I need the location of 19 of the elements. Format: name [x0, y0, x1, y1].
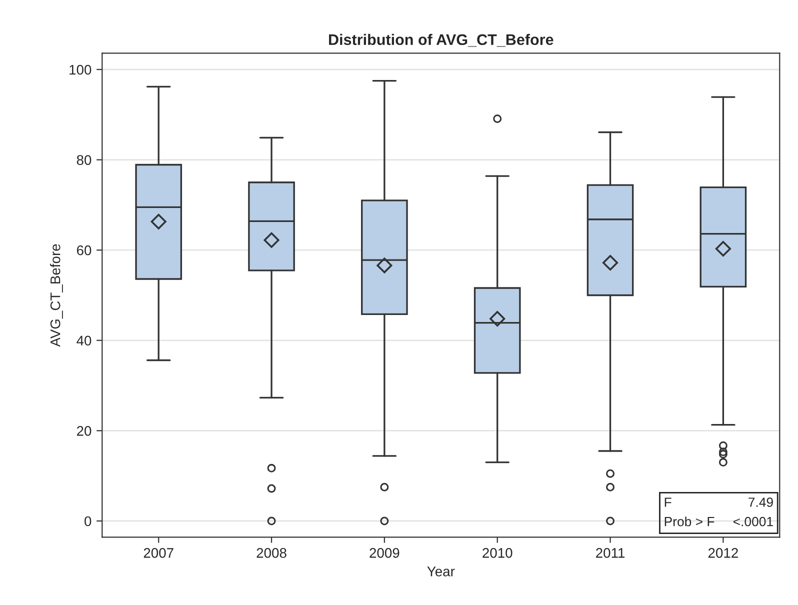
x-tick-label: 2008	[256, 548, 286, 558]
text: Prob > F	[664, 516, 714, 526]
text: 7.49	[748, 498, 773, 507]
y-tick-label: 20	[76, 426, 92, 436]
x-tick-label: 2007	[144, 548, 174, 558]
y-tick-label: 40	[76, 336, 92, 346]
x-tick-label: 2010	[482, 548, 512, 558]
x-tick-label: 2011	[596, 548, 625, 558]
text: F	[664, 498, 672, 507]
x-tick-label: 2012	[708, 548, 738, 558]
y-tick-label: 100	[70, 64, 92, 75]
y-axis-title: AVG_CT_Before	[50, 244, 63, 347]
chart-title: Distribution of AVG_CT_Before	[329, 34, 554, 47]
x-tick-label: 2009	[370, 548, 400, 558]
x-axis-title: Year	[427, 566, 455, 576]
text: <.0001	[733, 516, 773, 526]
y-tick-label: 60	[76, 245, 92, 256]
y-tick-label: 80	[76, 155, 92, 165]
y-tick-label: 0	[84, 516, 92, 526]
